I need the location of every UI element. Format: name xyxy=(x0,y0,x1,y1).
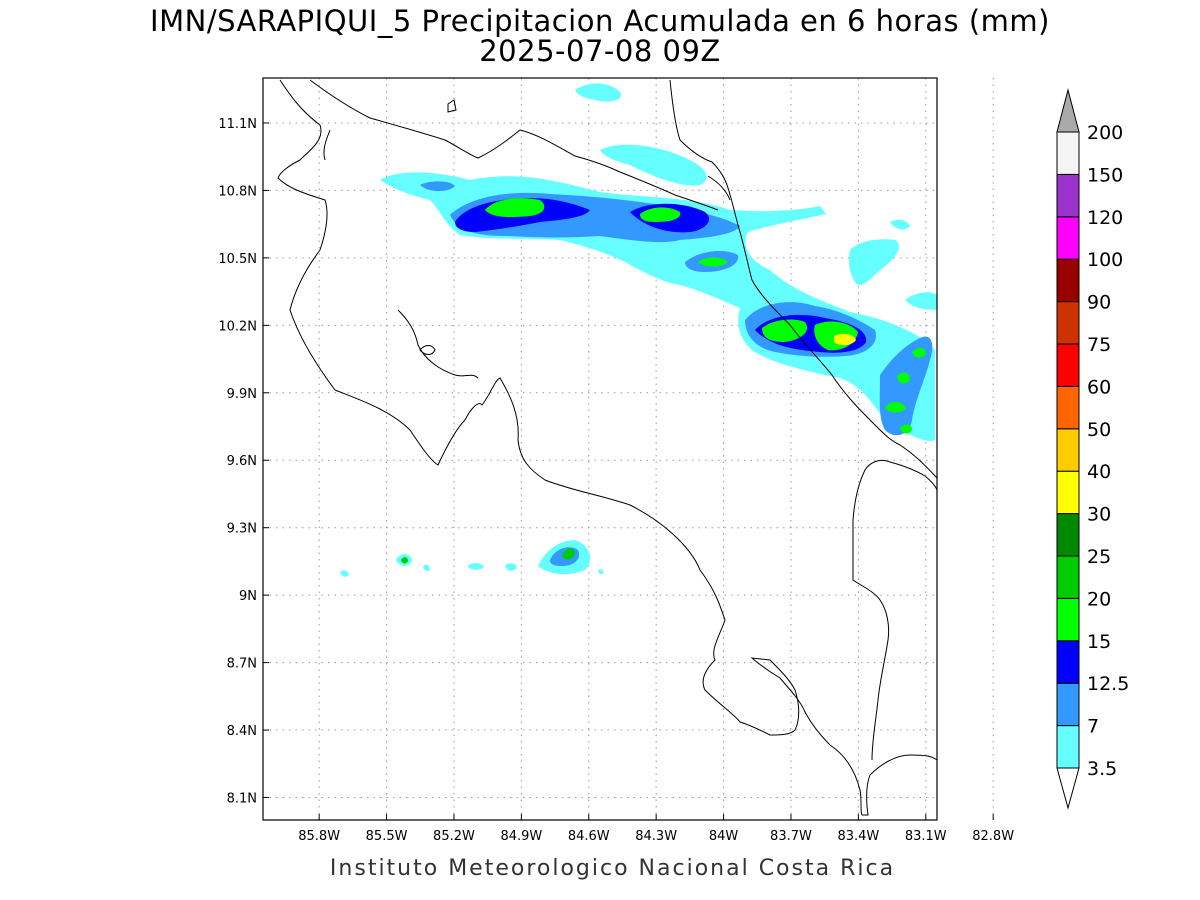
tick-label-lat-8: 8.7N xyxy=(227,657,257,672)
tick-label-lon-7: 83.7W xyxy=(770,829,812,844)
colorbar-swatch-8 xyxy=(1056,385,1080,430)
colorbar-swatch-6 xyxy=(1056,470,1080,515)
tick-label-lat-4: 9.9N xyxy=(227,387,257,402)
precip-area-green-7 xyxy=(900,424,912,434)
map-axis-labels: 85.8W 85.5W 85.2W 84.9W 84.6W 84.3W 84W 83.7W 83… xyxy=(218,117,1014,844)
tick-label-lon-6: 84W xyxy=(709,829,739,844)
colorbar-label-5: 25 xyxy=(1087,546,1111,568)
colorbar-swatch-13 xyxy=(1056,173,1080,218)
colorbar-lower-arrow xyxy=(1056,767,1080,810)
tick-label-lon-0: 85.8W xyxy=(298,829,340,844)
precip-area-green-south-2 xyxy=(401,557,408,564)
colorbar-swatch-5 xyxy=(1056,513,1080,557)
precip-area-cyan-5 xyxy=(890,219,910,230)
colorbar-label-15: 200 xyxy=(1087,122,1123,144)
colorbar-label-14: 150 xyxy=(1087,164,1123,186)
colorbar-swatch-7 xyxy=(1056,428,1080,472)
colorbar-swatch-2 xyxy=(1056,640,1080,684)
chart-subtitle-date: 2025-07-08 09Z xyxy=(479,34,721,68)
map-frame xyxy=(262,77,938,821)
tick-label-lon-1: 85.5W xyxy=(366,829,408,844)
colorbar-label-12: 100 xyxy=(1087,249,1123,271)
tick-label-lon-10: 82.8W xyxy=(972,829,1014,844)
precip-area-green-5 xyxy=(885,402,906,413)
coastline-borders xyxy=(277,79,938,816)
tick-label-lat-2: 10.5N xyxy=(218,252,257,267)
precip-area-green-9 xyxy=(912,347,926,358)
tick-label-lon-8: 83.4W xyxy=(837,829,879,844)
colorbar-swatch-1 xyxy=(1056,682,1080,727)
tick-label-lon-2: 85.2W xyxy=(433,829,475,844)
precip-area-cyan-south-4 xyxy=(505,563,517,571)
precip-area-green-south xyxy=(562,548,575,560)
tick-label-lon-3: 84.9W xyxy=(500,829,542,844)
precip-area-cyan-2 xyxy=(575,83,621,102)
tick-label-lat-1: 10.8N xyxy=(218,184,257,199)
colorbar-swatch-10 xyxy=(1056,301,1080,345)
precip-area-green-6 xyxy=(897,372,910,384)
lake-island-marker xyxy=(447,99,457,113)
colorbar-swatch-14 xyxy=(1056,131,1080,175)
tick-label-lon-9: 83.1W xyxy=(905,829,947,844)
precipitation-field xyxy=(340,83,937,577)
coastline-nicoya-gulf xyxy=(397,309,479,379)
coastline-nicoya-island xyxy=(419,345,436,355)
precip-area-cyan-south-6 xyxy=(423,564,430,571)
precip-area-lightblue-5 xyxy=(420,181,455,192)
colorbar-label-9: 60 xyxy=(1087,376,1111,398)
map-panel xyxy=(263,78,994,820)
coastline-pacific xyxy=(277,79,938,816)
precip-area-cyan-3 xyxy=(600,144,707,186)
chart-title: IMN/SARAPIQUI_5 Precipitacion Acumulada … xyxy=(150,4,1050,38)
precip-area-cyan-south-3 xyxy=(468,563,484,570)
colorbar-label-0: 3.5 xyxy=(1087,758,1117,780)
tick-label-lat-0: 11.1N xyxy=(218,117,257,132)
border-nicaragua xyxy=(309,79,719,211)
colorbar-label-6: 30 xyxy=(1087,504,1111,526)
tick-label-lon-4: 84.6W xyxy=(568,829,610,844)
colorbar-upper-arrow xyxy=(1056,88,1080,133)
border-panama xyxy=(852,459,938,761)
tick-label-lat-10: 8.1N xyxy=(227,792,257,807)
precip-area-yellow xyxy=(834,333,856,346)
colorbar-swatch-4 xyxy=(1056,555,1080,599)
tick-label-lat-9: 8.4N xyxy=(227,724,257,739)
credit-text: Instituto Meteorologico Nacional Costa R… xyxy=(329,856,896,881)
colorbar-swatch-0 xyxy=(1056,725,1080,769)
tick-label-lat-3: 10.2N xyxy=(218,319,257,334)
colorbar-swatch-9 xyxy=(1056,343,1080,387)
colorbar-legend: 3.5 7 12.5 15 20 25 30 40 50 60 75 90 100 120 150 200 xyxy=(1056,88,1129,810)
colorbar-label-1: 7 xyxy=(1087,716,1099,738)
precip-area-green-8 xyxy=(698,257,728,267)
coastline-north-inlet xyxy=(323,129,331,161)
tick-label-lat-5: 9.6N xyxy=(227,454,257,469)
coastline-caribbean xyxy=(669,79,938,479)
colorbar-label-10: 75 xyxy=(1087,334,1111,356)
colorbar-label-3: 15 xyxy=(1087,631,1111,653)
precip-area-green-2 xyxy=(640,207,681,222)
colorbar-label-8: 50 xyxy=(1087,419,1111,441)
colorbar-label-7: 40 xyxy=(1087,461,1111,483)
tick-label-lat-6: 9.3N xyxy=(227,522,257,537)
colorbar-label-11: 90 xyxy=(1087,292,1111,314)
colorbar-label-2: 12.5 xyxy=(1087,673,1129,695)
coastline-cape xyxy=(707,175,731,201)
precip-area-green xyxy=(485,198,545,218)
precip-area-cyan-6 xyxy=(905,292,937,310)
precip-area-green-3 xyxy=(762,319,808,342)
precip-area-cyan-south-7 xyxy=(598,569,604,575)
colorbar-label-4: 20 xyxy=(1087,588,1111,610)
colorbar-swatch-3 xyxy=(1056,597,1080,642)
colorbar-swatch-11 xyxy=(1056,258,1080,303)
precip-area-cyan-south-5 xyxy=(340,570,349,577)
tick-label-lon-5: 84.3W xyxy=(635,829,677,844)
tick-label-lat-7: 9N xyxy=(239,589,257,604)
colorbar-swatch-12 xyxy=(1056,216,1080,260)
precip-area-cyan-4 xyxy=(848,239,900,285)
colorbar-label-13: 120 xyxy=(1087,207,1123,229)
